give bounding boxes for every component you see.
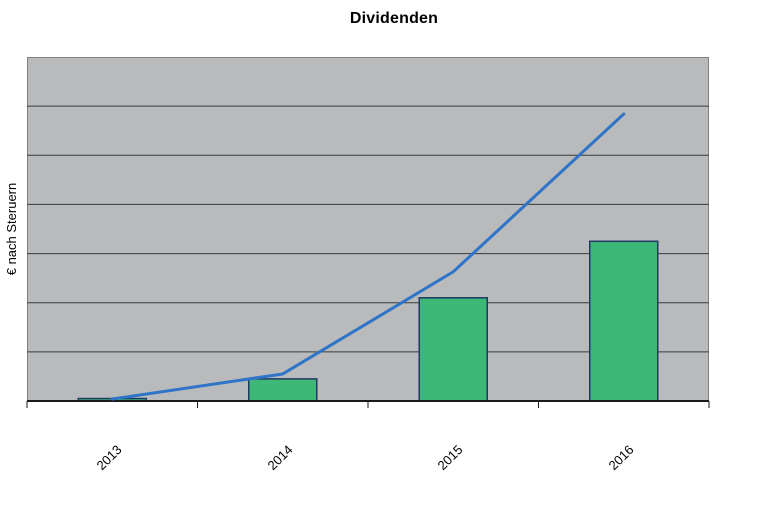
x-axis-label-2015: 2015 xyxy=(434,442,466,474)
bar-2016 xyxy=(589,240,659,402)
y-axis-title: € nach Steruern xyxy=(4,182,19,276)
plot-area xyxy=(26,57,710,408)
chart-title: Dividenden xyxy=(349,10,439,27)
bar-2015 xyxy=(418,297,488,402)
x-axis-label-2014: 2014 xyxy=(264,442,296,474)
x-axis-label-2016: 2016 xyxy=(605,442,637,474)
line-series xyxy=(110,112,626,401)
x-axis-label-2013: 2013 xyxy=(93,442,125,474)
bar-2014 xyxy=(248,378,318,402)
chart-canvas xyxy=(26,57,710,408)
